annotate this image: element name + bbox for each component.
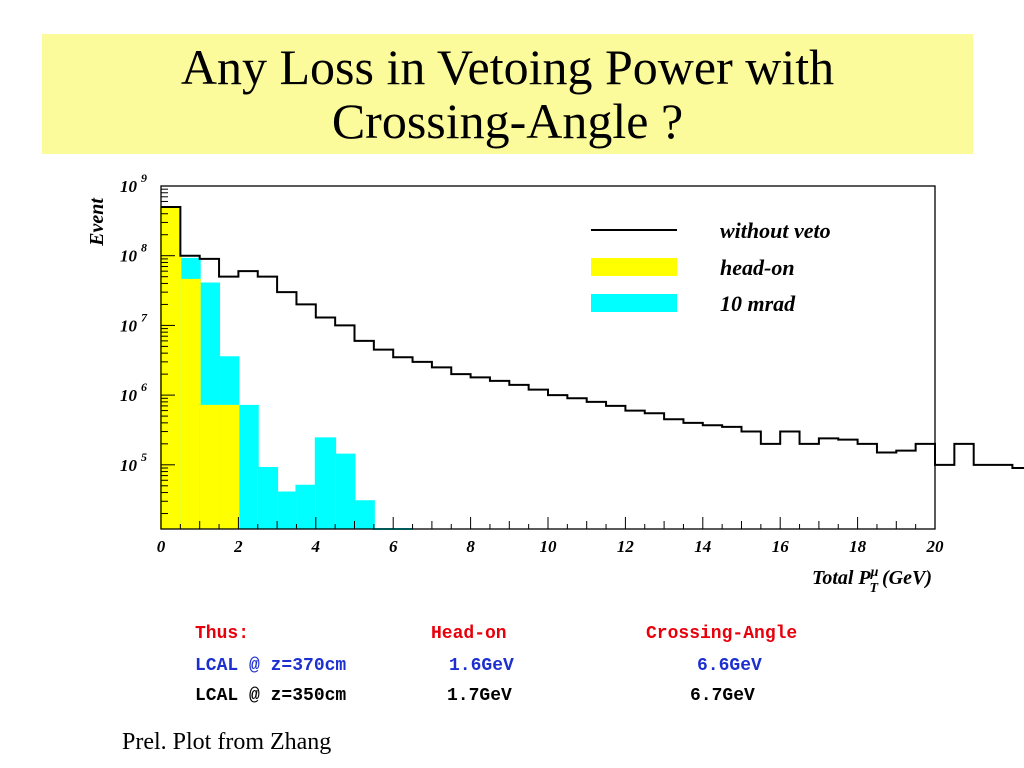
- legend-label-head-on: head-on: [720, 255, 795, 280]
- x-tick-label: 6: [389, 537, 398, 556]
- row-350-label: LCAL @ z=350cm: [195, 686, 347, 706]
- bar-10-mrad-5: [257, 468, 278, 529]
- x-axis-label: Total Pμ T (GeV): [812, 565, 932, 596]
- x-tick-label: 8: [466, 537, 475, 556]
- bar-10-mrad-7: [296, 485, 316, 529]
- row-350-crossing: 6.7GeV: [690, 686, 755, 706]
- outline-10-mrad: [160, 205, 413, 530]
- x-tick-label: 12: [617, 537, 635, 556]
- bar-head-on-3: [219, 405, 239, 529]
- bar-10-mrad-4: [238, 405, 258, 529]
- table-header-head-on: Head-on: [431, 624, 507, 644]
- row-370-label: LCAL @ z=370cm: [195, 656, 347, 676]
- y-tick-label: 10 9: [120, 171, 147, 196]
- line-without-veto: [161, 205, 1024, 470]
- legend-swatch-10-mrad: [591, 294, 677, 312]
- axes: [160, 185, 936, 530]
- row-370-head-on: 1.6GeV: [449, 656, 514, 676]
- bar-head-on-0: [161, 206, 181, 529]
- bar-10-mrad-6: [277, 492, 297, 529]
- page-title: Any Loss in Vetoing Power with Crossing-…: [42, 34, 973, 154]
- legend-label-10-mrad: 10 mrad: [720, 291, 796, 316]
- x-tick-label: 0: [157, 537, 166, 556]
- histogram-fills: [160, 205, 413, 530]
- x-tick-label: 18: [849, 537, 867, 556]
- row-370-crossing: 6.6GeV: [697, 656, 762, 676]
- x-tick-label: 16: [772, 537, 790, 556]
- x-tick-label: 20: [926, 537, 945, 556]
- bar-head-on-1: [180, 279, 200, 529]
- y-tick-label: 10 8: [120, 241, 147, 266]
- x-tick-label: 4: [311, 537, 321, 556]
- y-axis-label: Event: [86, 197, 108, 247]
- table-header-label: Thus:: [195, 624, 250, 644]
- title-line-2: Crossing-Angle ?: [331, 93, 684, 149]
- bar-10-mrad-9: [335, 454, 355, 529]
- y-tick-label: 10 7: [120, 310, 148, 335]
- legend-swatch-head-on: [591, 258, 677, 276]
- y-tick-label: 10 6: [120, 380, 147, 405]
- legend-label-without-veto: without veto: [720, 218, 831, 243]
- table-header-crossing-angle: Crossing-Angle: [646, 624, 798, 644]
- x-tick-label: 10: [540, 537, 558, 556]
- plot-credit: Prel. Plot from Zhang: [122, 729, 332, 755]
- title-line-1: Any Loss in Vetoing Power with: [180, 39, 835, 95]
- bar-head-on-2: [199, 405, 220, 529]
- bar-10-mrad-8: [315, 438, 336, 529]
- x-tick-label: 14: [694, 537, 711, 556]
- row-350-head-on: 1.7GeV: [447, 686, 512, 706]
- y-tick-label: 10 5: [120, 450, 147, 475]
- x-tick-label: 2: [233, 537, 243, 556]
- histogram-lines: [161, 205, 1024, 470]
- title-banner: [42, 34, 973, 154]
- legend: without veto head-on 10 mrad: [591, 218, 831, 316]
- bar-10-mrad-10: [354, 501, 374, 529]
